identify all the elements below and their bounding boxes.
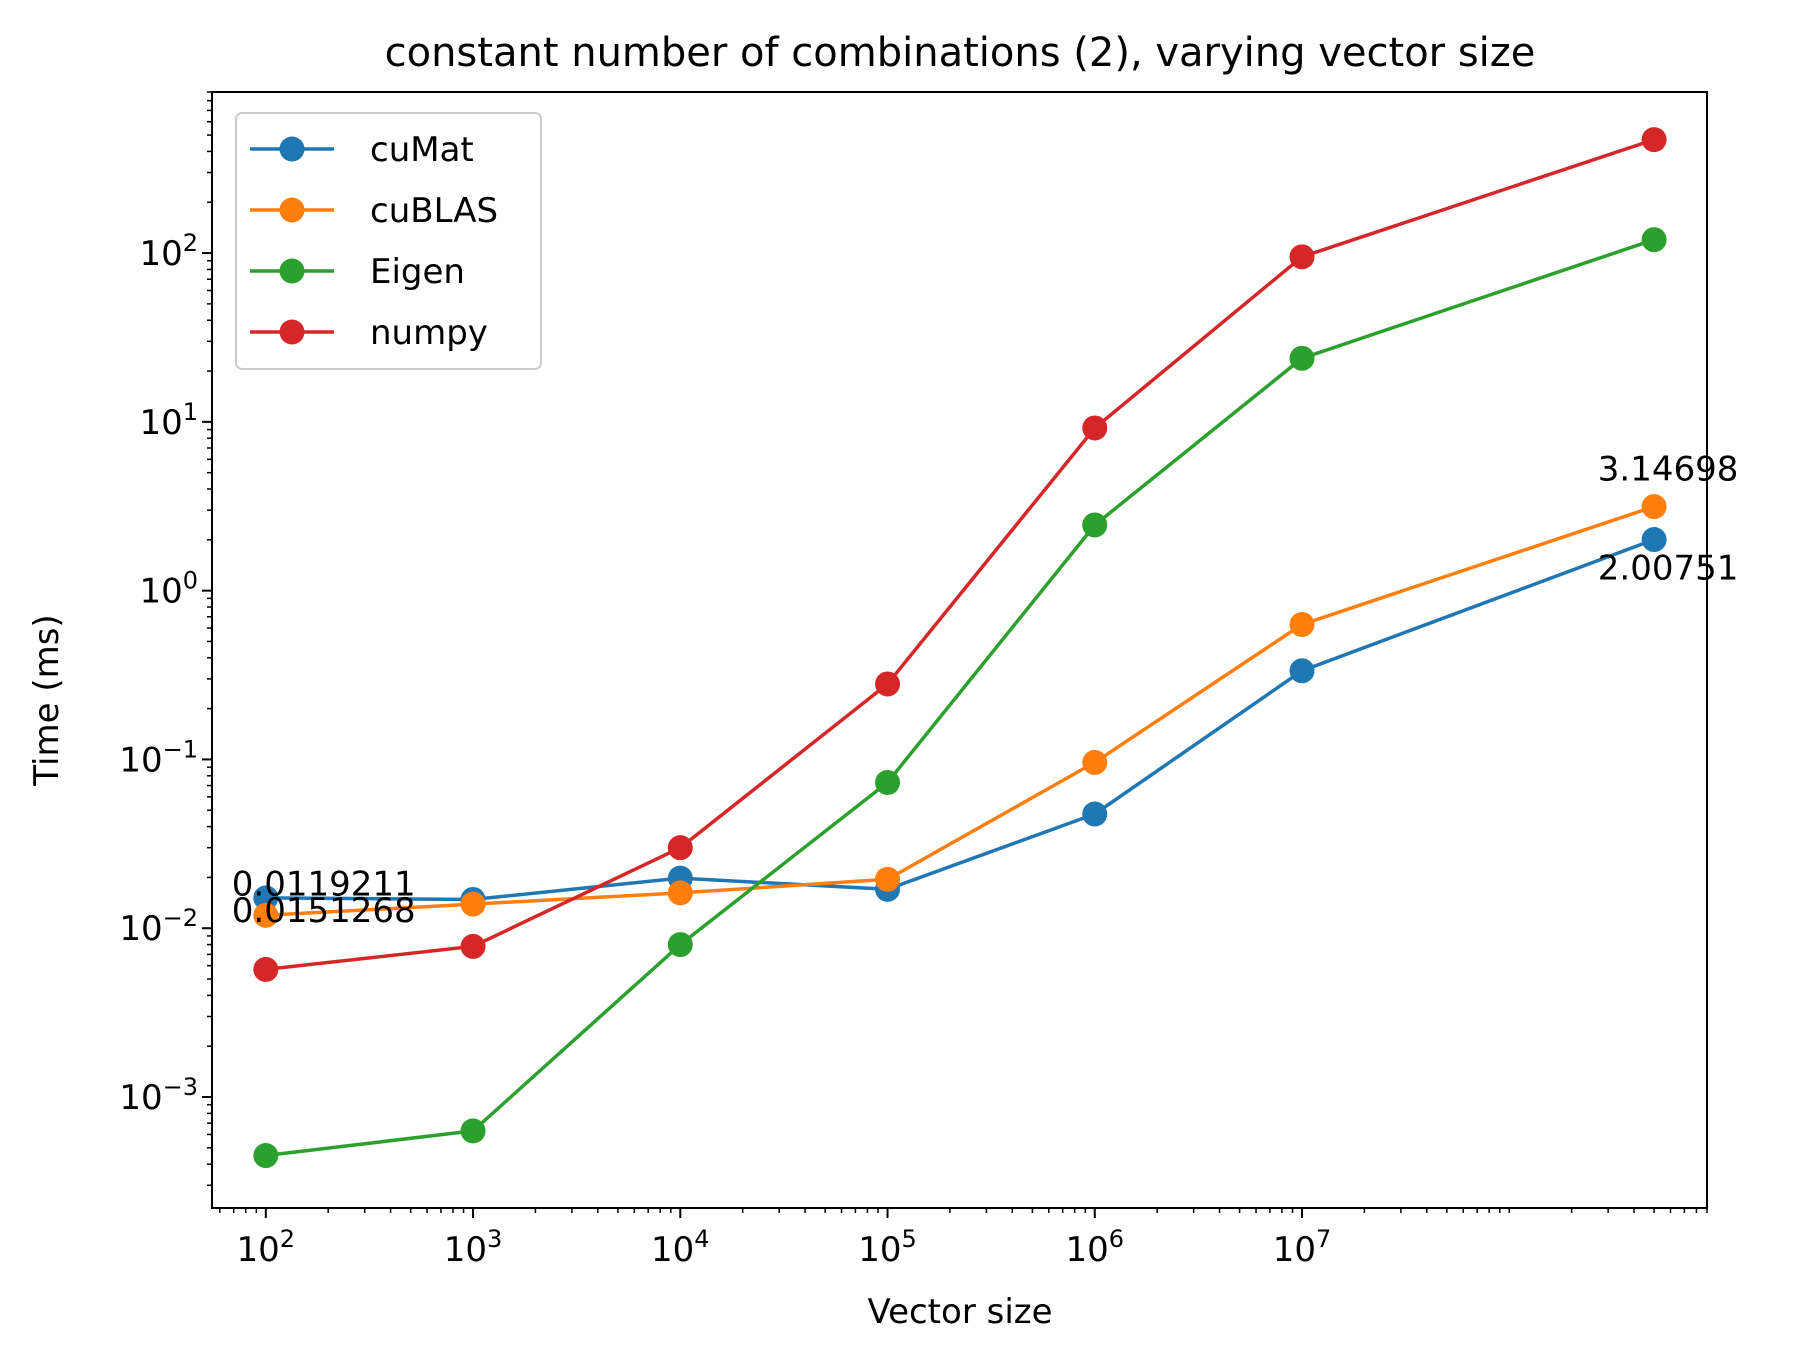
x-tick-label: 105 <box>858 1225 917 1270</box>
legend-label-cumat: cuMat <box>370 130 474 170</box>
data-point-cublas <box>875 866 901 892</box>
legend: cuMat cuBLAS Eigen numpy <box>235 112 542 370</box>
y-tick-label: 100 <box>139 567 198 612</box>
data-point-numpy <box>1289 244 1315 270</box>
data-point-eigen <box>667 932 693 958</box>
y-axis-label: Time (ms) <box>27 614 67 786</box>
x-tick-label: 104 <box>651 1225 710 1270</box>
legend-marker-numpy <box>279 319 305 345</box>
legend-marker-eigen <box>279 258 305 284</box>
data-annotation: 0.0151268 <box>232 891 416 931</box>
data-point-cublas <box>1641 494 1667 520</box>
data-point-numpy <box>460 933 486 959</box>
y-tick-label: 101 <box>139 398 198 443</box>
data-point-eigen <box>460 1118 486 1144</box>
legend-marker-cublas <box>279 197 305 223</box>
x-tick-label: 106 <box>1065 1225 1124 1270</box>
legend-label-cublas: cuBLAS <box>370 191 498 231</box>
data-point-cumat <box>1082 801 1108 827</box>
data-point-cumat <box>1641 527 1667 553</box>
axes-frame <box>211 91 1708 1209</box>
y-tick-label: 10−3 <box>119 1073 198 1118</box>
y-tick-label: 10−1 <box>119 735 198 780</box>
y-tick-label: 102 <box>139 229 198 274</box>
data-point-eigen <box>875 770 901 796</box>
legend-marker-cumat <box>279 136 305 162</box>
data-point-cumat <box>253 885 279 911</box>
x-axis-label: Vector size <box>867 1292 1052 1332</box>
data-point-numpy <box>1641 127 1667 153</box>
data-annotation: 0.0119211 <box>232 864 416 904</box>
legend-label-eigen: Eigen <box>370 252 465 292</box>
x-tick-label: 102 <box>237 1225 296 1270</box>
chart-title: constant number of combinations (2), var… <box>385 30 1536 76</box>
data-point-numpy <box>1082 415 1108 441</box>
data-point-eigen <box>1082 512 1108 538</box>
data-point-cublas <box>1289 612 1315 638</box>
data-annotation: 2.00751 <box>1598 549 1739 589</box>
legend-box <box>235 112 542 370</box>
plot-area: 102 103 104 105 106 107 10−3 10−2 10−1 100 101 102 0… <box>119 91 1739 1270</box>
data-point-cumat <box>1289 658 1315 684</box>
data-point-numpy <box>667 835 693 861</box>
data-point-cublas <box>1082 749 1108 775</box>
data-annotation: 3.14698 <box>1598 450 1739 490</box>
data-point-cublas <box>667 880 693 906</box>
data-point-eigen <box>1641 227 1667 253</box>
data-point-numpy <box>875 671 901 697</box>
legend-label-numpy: numpy <box>370 313 488 353</box>
data-point-cublas <box>460 891 486 917</box>
data-point-numpy <box>253 956 279 982</box>
data-point-cublas <box>253 902 279 928</box>
x-tick-label: 103 <box>444 1225 503 1270</box>
y-tick-label: 10−2 <box>119 904 198 949</box>
data-point-eigen <box>253 1143 279 1169</box>
x-tick-label: 107 <box>1273 1225 1332 1270</box>
data-point-eigen <box>1289 345 1315 371</box>
